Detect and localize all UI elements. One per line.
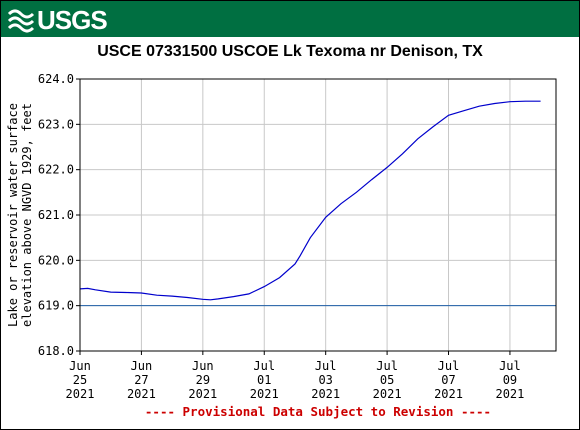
series-layer: [79, 100, 541, 301]
x-tick-label: Jul 05 2021: [373, 359, 402, 401]
x-tick-label-line: 2021: [188, 387, 217, 401]
y-tick-layer: 618.0 619.0 620.0 621.0 622.0 623.0 624.0: [38, 72, 80, 358]
series-line: [79, 100, 541, 301]
x-tick-label: Jul 01 2021: [250, 359, 279, 401]
x-tick-label-line: 2021: [434, 387, 463, 401]
x-tick-label-line: 07: [441, 373, 455, 387]
usgs-logo-text: USGS: [37, 5, 108, 35]
usgs-wave-icon: [7, 9, 35, 33]
x-tick-label-line: 2021: [373, 387, 402, 401]
y-tick-label: 624.0: [38, 72, 74, 86]
x-tick-label-line: 01: [257, 373, 271, 387]
x-tick-label-line: 29: [196, 373, 210, 387]
x-tick-label-line: 27: [134, 373, 148, 387]
x-tick-label-line: Jun: [131, 359, 153, 373]
x-tick-label: Jun 29 2021: [188, 359, 217, 401]
usgs-banner: USGS: [1, 1, 579, 37]
x-tick-label: Jun 27 2021: [127, 359, 156, 401]
y-axis-label-line-1: Lake or reservoir water surface: [6, 103, 20, 327]
x-tick-label-line: 25: [73, 373, 87, 387]
x-tick-label-line: 05: [380, 373, 394, 387]
x-tick-label-line: 2021: [495, 387, 524, 401]
x-tick-label: Jul 09 2021: [495, 359, 524, 401]
x-tick-label-line: Jul: [499, 359, 521, 373]
y-tick-label: 621.0: [38, 208, 74, 222]
provisional-data-note: ---- Provisional Data Subject to Revisio…: [145, 404, 491, 419]
y-tick-label: 620.0: [38, 253, 74, 267]
x-tick-label-line: Jun: [192, 359, 214, 373]
x-tick-label: Jun 25 2021: [66, 359, 95, 401]
x-tick-label-line: Jul: [253, 359, 275, 373]
x-tick-label-line: 09: [503, 373, 517, 387]
grid-layer: [79, 78, 556, 352]
y-tick-label: 623.0: [38, 117, 74, 131]
x-tick-label-line: Jul: [376, 359, 398, 373]
chart-title: USCE 07331500 USCOE Lk Texoma nr Denison…: [97, 43, 483, 60]
y-tick-label: 618.0: [38, 344, 74, 358]
x-tick-label-line: Jul: [315, 359, 337, 373]
x-tick-label-line: Jun: [69, 359, 91, 373]
x-tick-label: Jul 03 2021: [311, 359, 340, 401]
y-tick-label: 622.0: [38, 163, 74, 177]
x-tick-label-line: Jul: [438, 359, 460, 373]
usgs-logo: USGS: [7, 5, 108, 35]
y-axis-label-line-2: elevation above NGVD 1929, feet: [20, 103, 34, 327]
x-tick-label-line: 2021: [250, 387, 279, 401]
y-tick-label: 619.0: [38, 299, 74, 313]
x-tick-label-line: 2021: [311, 387, 340, 401]
x-tick-label: Jul 07 2021: [434, 359, 463, 401]
x-tick-label-line: 03: [318, 373, 332, 387]
x-tick-label-line: 2021: [66, 387, 95, 401]
x-tick-label-line: 2021: [127, 387, 156, 401]
